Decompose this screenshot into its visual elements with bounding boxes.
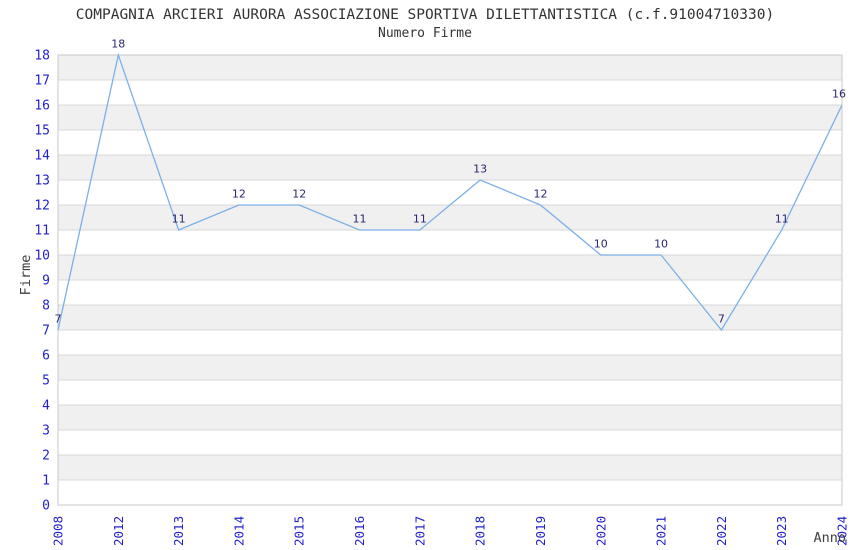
plot-band	[58, 255, 842, 280]
data-label: 11	[775, 213, 789, 226]
y-tick-label: 10	[34, 249, 50, 264]
y-tick-label: 8	[42, 299, 50, 314]
y-tick-label: 18	[34, 49, 50, 64]
x-tick-label: 2014	[231, 516, 246, 546]
x-axis-title: Anno	[813, 530, 846, 546]
plot-band	[58, 105, 842, 130]
plot-band	[58, 455, 842, 480]
data-label: 12	[292, 188, 306, 201]
x-tick-label: 2023	[774, 516, 789, 546]
data-label: 11	[172, 213, 186, 226]
plot-band	[58, 480, 842, 505]
y-tick-label: 16	[34, 99, 50, 114]
y-tick-label: 6	[42, 349, 50, 364]
plot-band	[58, 405, 842, 430]
y-tick-label: 7	[42, 324, 50, 339]
data-label: 11	[413, 213, 427, 226]
plot-band	[58, 230, 842, 255]
x-tick-label: 2020	[593, 516, 608, 546]
plot-band	[58, 330, 842, 355]
plot-band	[58, 355, 842, 380]
plot-border	[57, 54, 843, 506]
plot-band	[58, 55, 842, 80]
chart-subtitle: Numero Firme	[378, 26, 472, 41]
chart-title: COMPAGNIA ARCIERI AURORA ASSOCIAZIONE SP…	[76, 7, 774, 23]
x-tick-label: 2022	[714, 516, 729, 546]
y-tick-label: 1	[42, 474, 50, 489]
plot-band	[58, 155, 842, 180]
y-tick-label: 12	[34, 199, 50, 214]
y-tick-label: 4	[42, 399, 50, 414]
data-label: 18	[111, 38, 125, 51]
y-tick-label: 17	[34, 74, 50, 89]
plot-band	[58, 130, 842, 155]
x-tick-label: 2024	[835, 516, 850, 546]
data-label: 10	[594, 238, 608, 251]
x-tick-label: 2016	[352, 516, 367, 546]
plot-band	[58, 430, 842, 455]
x-tick-label: 2008	[51, 516, 66, 546]
y-tick-label: 9	[42, 274, 50, 289]
plot-band	[58, 380, 842, 405]
x-tick-label: 2012	[111, 516, 126, 546]
x-tick-label: 2017	[412, 516, 427, 546]
plot-band	[58, 280, 842, 305]
y-tick-label: 0	[42, 499, 50, 514]
data-label: 16	[832, 88, 846, 101]
data-label: 12	[232, 188, 246, 201]
x-tick-label: 2013	[171, 516, 186, 546]
data-label: 12	[533, 188, 547, 201]
x-tick-label: 2018	[473, 516, 488, 546]
data-label: 10	[654, 238, 668, 251]
y-tick-label: 11	[34, 224, 50, 239]
data-label: 11	[353, 213, 367, 226]
x-tick-label: 2015	[292, 516, 307, 546]
y-axis-title: Firme	[18, 255, 34, 296]
y-tick-label: 13	[34, 174, 50, 189]
plot-band	[58, 180, 842, 205]
series-line	[57, 52, 843, 332]
data-label: 13	[473, 163, 487, 176]
x-tick-label: 2019	[533, 516, 548, 546]
plot-band	[58, 80, 842, 105]
data-label: 7	[718, 313, 725, 326]
y-tick-label: 15	[34, 124, 50, 139]
data-label: 7	[55, 313, 62, 326]
x-tick-label: 2021	[654, 516, 669, 546]
y-tick-label: 5	[42, 374, 50, 389]
y-tick-label: 3	[42, 424, 50, 439]
y-tick-label: 2	[42, 449, 50, 464]
y-tick-label: 14	[34, 149, 50, 164]
